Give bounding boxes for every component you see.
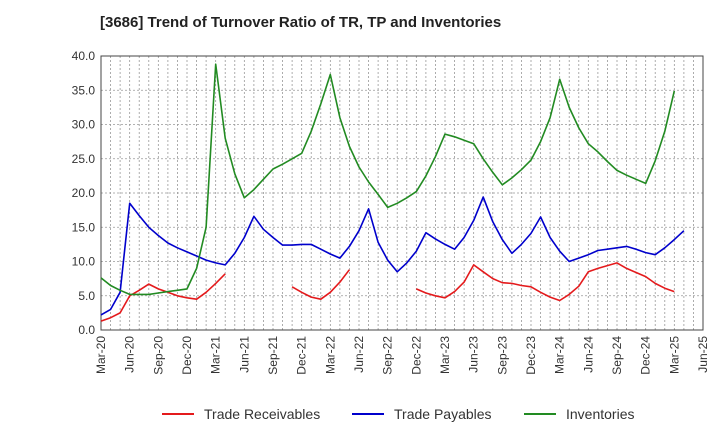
x-tick-label: Sep-20	[151, 336, 165, 375]
x-tick-label: Sep-21	[266, 336, 280, 375]
y-tick-label: 5.0	[78, 289, 95, 303]
x-tick-label: Dec-24	[639, 336, 653, 375]
x-tick-label: Dec-20	[180, 336, 194, 375]
x-tick-label: Mar-23	[438, 336, 452, 374]
legend-label-inventories: Inventories	[566, 406, 634, 422]
x-tick-label: Jun-24	[581, 336, 595, 373]
series-line-trade-receivables	[291, 269, 351, 300]
plot-border	[100, 55, 704, 331]
y-tick-label: 30.0	[72, 118, 96, 132]
y-tick-label: 40.0	[72, 49, 96, 63]
series-line-trade-receivables	[415, 262, 675, 302]
series-line-trade-receivables	[100, 273, 226, 322]
x-tick-label: Mar-21	[209, 336, 223, 374]
x-tick-label: Sep-23	[495, 336, 509, 375]
x-tick-label: Mar-22	[323, 336, 337, 374]
chart-title: [3686] Trend of Turnover Ratio of TR, TP…	[100, 14, 502, 31]
x-tick-label: Mar-24	[553, 336, 567, 374]
series-line-trade-payables	[100, 196, 685, 316]
x-tick-label: Sep-22	[381, 336, 395, 375]
legend-label-trade-payables: Trade Payables	[394, 406, 492, 422]
y-tick-label: 0.0	[78, 323, 95, 337]
x-tick-label: Dec-21	[295, 336, 309, 375]
x-tick-label: Jun-21	[237, 336, 251, 373]
y-tick-label: 20.0	[72, 186, 96, 200]
x-tick-label: Dec-22	[409, 336, 423, 375]
y-tick-label: 10.0	[72, 255, 96, 269]
series-line-inventories	[100, 63, 676, 296]
y-tick-label: 35.0	[72, 83, 96, 97]
x-tick-label: Dec-23	[524, 336, 538, 375]
x-tick-label: Sep-24	[610, 336, 624, 375]
y-tick-label: 15.0	[72, 220, 96, 234]
x-tick-label: Mar-25	[667, 336, 681, 374]
legend-label-trade-receivables: Trade Receivables	[204, 406, 320, 422]
x-tick-label: Jun-22	[352, 336, 366, 373]
x-tick-label: Mar-20	[94, 336, 108, 374]
x-tick-label: Jun-20	[123, 336, 137, 373]
x-tick-label: Jun-25	[696, 336, 710, 373]
y-tick-label: 25.0	[72, 152, 96, 166]
x-tick-label: Jun-23	[467, 336, 481, 373]
